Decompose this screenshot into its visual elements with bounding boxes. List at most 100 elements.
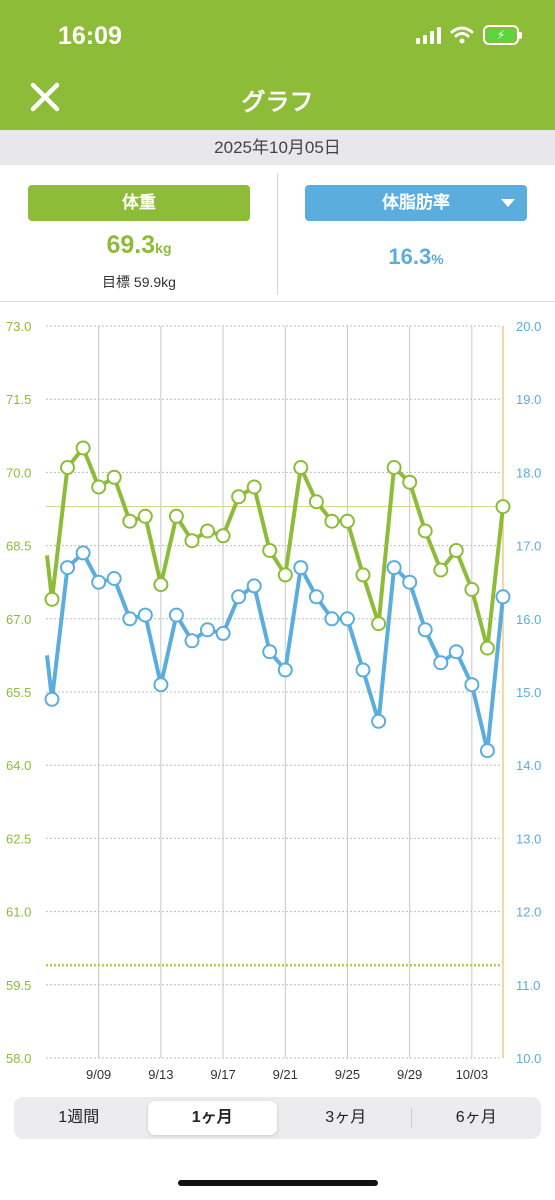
y-left-tick-label: 67.0 (6, 612, 31, 627)
y-right-tick-label: 13.0 (516, 831, 541, 846)
fat-data-point (448, 644, 464, 660)
fat-data-point (122, 611, 138, 627)
status-time: 16:09 (58, 22, 122, 50)
weight-data-point (60, 460, 75, 475)
period-selector: 1週間 1ヶ月 3ヶ月 6ヶ月 (14, 1097, 541, 1139)
weight-data-point (402, 474, 418, 490)
weight-tag[interactable]: 体重 (28, 185, 250, 221)
summary-divider (277, 173, 278, 295)
y-left-tick-label: 65.5 (6, 685, 31, 700)
signal-icon (416, 26, 441, 44)
y-left-tick-label: 61.0 (6, 905, 31, 920)
fat-data-point (200, 622, 215, 638)
tab-1-week[interactable]: 1週間 (58, 1109, 100, 1126)
fat-data-point (246, 578, 262, 594)
fat-value: 16.3 (388, 244, 432, 269)
weight-data-point (215, 528, 231, 544)
fat-data-point (262, 644, 278, 660)
y-right-tick-label: 16.0 (516, 612, 541, 627)
tab-1-month[interactable]: 1ヶ月 (147, 1101, 277, 1135)
fat-selector-dropdown[interactable]: 体脂肪率 (305, 185, 527, 221)
fat-data-point (495, 589, 511, 605)
chart-svg: 73.0 71.5 70.0 68.5 67.0 65.5 64.0 62.5 61.0 59.5… (6, 319, 541, 1082)
fat-unit: % (431, 251, 444, 267)
fat-data-point (324, 611, 340, 627)
y-left-tick-label: 59.5 (6, 978, 31, 993)
fat-data-point (106, 571, 122, 586)
y-right-tick-label: 18.0 (516, 465, 541, 480)
home-indicator (178, 1180, 378, 1186)
weight-data-point (106, 469, 122, 485)
fat-data-point (433, 655, 449, 671)
fat-data-point (308, 589, 324, 605)
fat-data-point (215, 625, 231, 641)
battery-icon: ⚡ (483, 25, 522, 45)
weight-data-point (479, 640, 495, 656)
status-icons: ⚡ (416, 25, 522, 45)
y-right-tick-label: 19.0 (516, 392, 541, 407)
weight-data-point (355, 567, 371, 583)
weight-data-point (371, 616, 387, 632)
weight-data-point (246, 479, 262, 495)
goal-text: 目標 59.9kg (28, 272, 250, 292)
weight-value-display: 69.3kg (28, 231, 250, 260)
summary-panel: 体重 69.3kg 目標 59.9kg 体脂肪率 16.3% (0, 165, 555, 302)
weight-unit: kg (155, 240, 172, 256)
weight-value: 69.3 (106, 231, 156, 259)
fat-data-point (168, 607, 184, 623)
y-left-tick-label: 62.5 (6, 831, 31, 846)
weight-data-point (231, 489, 247, 505)
header: 16:09 ⚡ グラフ (0, 0, 555, 130)
tab-6-months[interactable]: 6ヶ月 (455, 1109, 497, 1126)
weight-data-point (153, 577, 169, 593)
x-tick-label: 9/13 (148, 1067, 173, 1082)
goal-label: 目標 (102, 274, 131, 290)
page-title: グラフ (241, 89, 314, 116)
weight-data-point (91, 479, 107, 495)
weight-data-point (495, 499, 511, 515)
y-left-tick-label: 64.0 (6, 758, 31, 773)
fat-data-point (91, 574, 107, 590)
y-left-tick-label: 71.5 (6, 392, 31, 407)
y-right-tick-label: 12.0 (516, 905, 541, 920)
fat-data-point (153, 677, 169, 693)
weight-data-point (433, 562, 449, 578)
weight-data-point (184, 533, 200, 549)
fat-data-point (371, 713, 387, 729)
weight-data-point (122, 513, 138, 529)
y-right-tick-label: 20.0 (516, 319, 541, 334)
weight-data-point (339, 513, 355, 529)
weight-data-point (308, 494, 324, 510)
weight-data-point (448, 543, 464, 558)
weight-data-point (75, 440, 91, 456)
weight-data-point (262, 543, 278, 558)
fat-data-point (75, 545, 91, 561)
weight-data-point (137, 508, 153, 524)
goal-value: 59.9kg (133, 274, 176, 290)
weight-data-point (277, 567, 293, 583)
tab-3-months[interactable]: 3ヶ月 (325, 1109, 367, 1126)
fat-data-point (137, 607, 153, 623)
x-tick-label: 10/03 (456, 1067, 489, 1082)
x-tick-label: 9/17 (210, 1067, 235, 1082)
fat-value-display: 16.3% (305, 244, 527, 270)
fat-data-point (293, 560, 309, 576)
x-tick-label: 9/21 (273, 1067, 298, 1082)
close-icon[interactable] (28, 80, 62, 114)
y-right-tick-label: 17.0 (516, 539, 541, 554)
fat-tag-label: 体脂肪率 (382, 193, 450, 212)
date-label: 2025年10月05日 (0, 130, 555, 165)
y-right-tick-label: 10.0 (516, 1051, 541, 1066)
x-tick-label: 9/25 (335, 1067, 360, 1082)
weight-data-point (386, 460, 402, 475)
y-right-tick-label: 15.0 (516, 685, 541, 700)
weight-fat-chart[interactable]: 73.0 71.5 70.0 68.5 67.0 65.5 64.0 62.5 61.0 59.5… (0, 302, 555, 1092)
fat-data-point (60, 560, 75, 576)
y-left-tick-label: 68.5 (6, 539, 31, 554)
fat-data-point (464, 677, 480, 693)
fat-data-point (402, 574, 418, 590)
fat-data-point (386, 560, 402, 576)
y-left-tick-label: 58.0 (6, 1051, 31, 1066)
fat-data-point (339, 611, 355, 627)
